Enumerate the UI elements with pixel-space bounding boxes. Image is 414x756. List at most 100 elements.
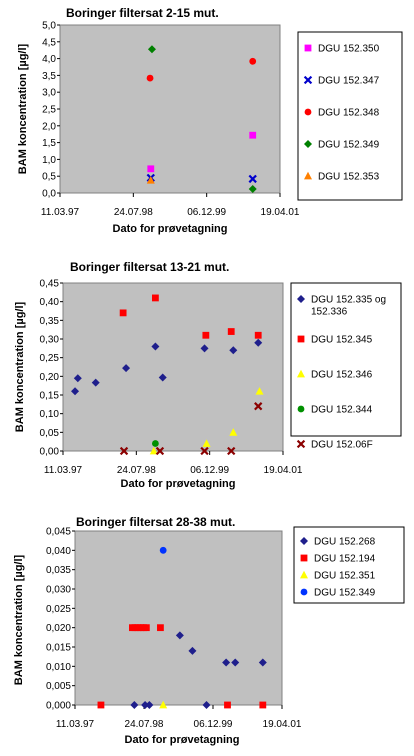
data-point: [73, 374, 82, 383]
y-tick-label: 0,15: [40, 391, 60, 402]
data-point: [259, 701, 267, 709]
data-point: [146, 176, 155, 184]
x-tick-label: 19.04.01: [264, 465, 303, 476]
legend-marker: [304, 171, 312, 180]
data-points: [71, 294, 264, 456]
y-tick-label: 0,10: [40, 409, 60, 420]
legend-label: DGU 152.353: [318, 172, 380, 183]
x-tick-label: 24.07.98: [114, 207, 153, 218]
legend: DGU 152.350 DGU 152.347 DGU 152.348 DGU 152…: [303, 44, 380, 183]
data-point: [122, 364, 131, 373]
legend-label: DGU 152.349: [314, 588, 376, 599]
y-axis-label: BAM koncentration [µg/l]: [14, 301, 26, 432]
y-tick-label: 0,030: [46, 585, 71, 596]
y-tick-label: 0,025: [46, 604, 71, 615]
y-tick-labels: 0,00 0,05 0,10 0,15 0,20 0,25 0,30 0,35 0,40 0,45: [40, 279, 63, 458]
data-point: [71, 387, 80, 396]
data-point: [249, 57, 257, 65]
legend-marker: [300, 570, 308, 579]
legend-marker: [300, 554, 308, 562]
y-tick-label: 1,0: [42, 155, 56, 166]
data-point: [155, 446, 165, 456]
legend-marker: [296, 439, 306, 449]
data-point: [145, 701, 154, 709]
y-tick-label: 0,040: [46, 546, 71, 557]
plot-area: [59, 24, 281, 194]
legend: DGU 152.335 og 152.336 DGU 152.345 DGU 152.…: [296, 295, 386, 451]
data-points: [146, 45, 257, 193]
legend-label: DGU 152.06F: [311, 440, 373, 451]
legend: DGU 152.268 DGU 152.194 DGU 152.351 DGU 152…: [300, 537, 376, 599]
chart-title: Boringer filtersat 2-15 mut.: [66, 6, 219, 20]
data-point: [202, 439, 211, 447]
legend-label: DGU 152.350: [318, 44, 380, 55]
legend-marker: [304, 108, 312, 116]
chart-title: Boringer filtersat 28-38 mut.: [76, 515, 235, 529]
y-tick-label: 3,5: [42, 71, 56, 82]
y-tick-label: 5,0: [42, 21, 56, 32]
y-axis-label: BAM koncentration [µg/l]: [17, 43, 29, 174]
data-point: [130, 701, 139, 709]
data-point: [227, 446, 236, 456]
x-tick-label: 24.07.98: [117, 465, 156, 476]
data-point: [258, 658, 267, 667]
data-point: [152, 294, 159, 302]
legend-marker: [297, 295, 305, 303]
y-tick-label: 0,035: [46, 565, 71, 576]
data-point: [229, 346, 238, 355]
legend-label: DGU 152.351: [314, 571, 376, 582]
legend-label: DGU 152.347: [318, 76, 380, 87]
legend-marker: [303, 75, 313, 85]
x-axis-label: Dato for prøvetagning: [125, 734, 240, 746]
data-point: [159, 546, 167, 554]
chart-boringer-28-38: Boringer filtersat 28-38 mut. BAM koncen…: [13, 515, 405, 746]
data-point: [141, 701, 150, 709]
data-point: [200, 446, 209, 456]
data-points: [97, 546, 267, 709]
y-tick-label: 0,20: [40, 372, 60, 383]
data-point: [231, 658, 240, 667]
x-tick-label: 06.12.99: [194, 719, 233, 730]
legend-label: DGU 152.349: [318, 140, 380, 151]
chart-boringer-13-21: Boringer filtersat 13-21 mut. BAM koncen…: [14, 260, 402, 490]
y-tick-label: 0,40: [40, 297, 60, 308]
y-tick-label: 0,045: [46, 527, 71, 538]
x-tick-label: 06.12.99: [187, 207, 226, 218]
legend-label: DGU 152.268: [314, 537, 376, 548]
y-tick-label: 0,000: [46, 701, 71, 712]
chart-title: Boringer filtersat 13-21 mut.: [70, 260, 229, 274]
data-point: [159, 700, 168, 709]
y-tick-label: 0,5: [42, 172, 56, 183]
y-tick-label: 1,5: [42, 138, 56, 149]
plot-area: [74, 530, 283, 706]
data-point: [222, 658, 231, 667]
data-point: [188, 646, 197, 655]
x-tick-label: 11.03.97: [56, 719, 95, 730]
y-tick-label: 0,0: [42, 189, 56, 200]
x-tick-labels: 11.03.97 24.07.98 06.12.99 19.04.01: [44, 451, 303, 476]
data-point: [227, 328, 235, 335]
chart-boringer-2-15: Boringer filtersat 2-15 mut. BAM koncent…: [17, 6, 403, 235]
data-point: [255, 387, 264, 395]
data-point: [248, 174, 257, 184]
y-axis-label: BAM koncentration [µg/l]: [13, 554, 25, 685]
y-tick-label: 0,30: [40, 335, 60, 346]
y-tick-labels: 0,000 0,005 0,010 0,015 0,020 0,025 0,030 0,035…: [46, 527, 75, 712]
legend-label: DGU 152.335 og 152.336: [311, 295, 386, 318]
y-tick-label: 0,015: [46, 643, 71, 654]
y-tick-label: 4,5: [42, 37, 56, 48]
legend-label: DGU 152.348: [318, 108, 380, 119]
data-point: [202, 701, 211, 709]
legend-marker: [297, 405, 305, 413]
data-point: [119, 446, 129, 456]
y-tick-label: 0,45: [40, 279, 60, 290]
legend-box: [290, 282, 402, 437]
y-tick-label: 0,005: [46, 681, 71, 692]
legend-marker: [300, 537, 308, 545]
legend-marker: [304, 140, 312, 148]
y-tick-labels: 0,0 0,5 1,0 1,5 2,0 2,5 3,0 3,5 4,0 4,5 5,0: [42, 21, 60, 200]
legend-label: DGU 152.345: [311, 335, 373, 346]
legend-marker: [297, 335, 305, 343]
legend-box: [297, 31, 403, 201]
